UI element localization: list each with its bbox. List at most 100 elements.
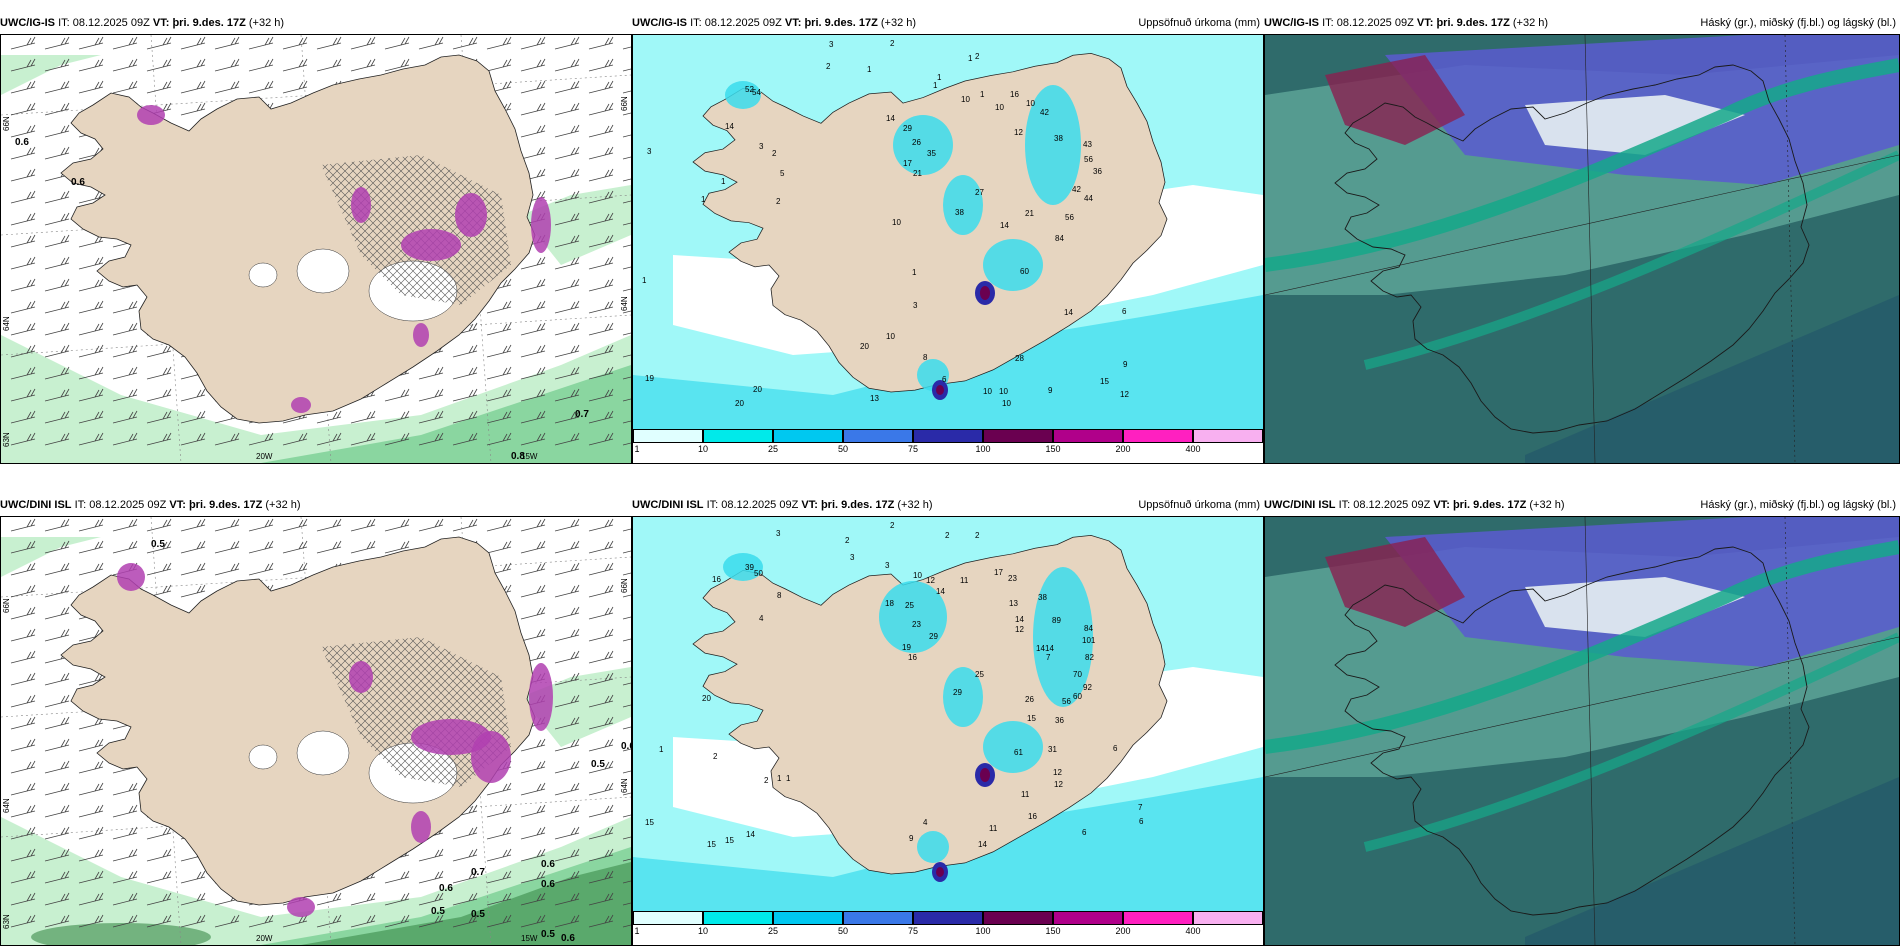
legend-color-box	[703, 911, 773, 925]
precip-value-label: 92	[1083, 683, 1092, 692]
lead-time: (+32 h)	[1529, 499, 1565, 511]
wind-speed-label: 0.6	[439, 883, 453, 894]
wind-barb-icon	[10, 256, 36, 270]
precip-value-label: 54	[752, 88, 761, 97]
wind-barb-icon	[146, 410, 172, 424]
wind-barb-icon	[248, 58, 274, 72]
precip-legend: 1 10 25 50 75 100 150 200 400	[633, 429, 1263, 454]
precip-hatch-area	[321, 155, 511, 305]
wind-barb-icon	[486, 300, 512, 314]
precip-value-label: 1	[867, 65, 872, 74]
wind-barb-icon	[10, 366, 36, 380]
wind-barb-icon	[588, 80, 614, 94]
it-label: IT:	[1338, 499, 1351, 511]
precip-cell	[893, 115, 953, 175]
precip-value-label: 14	[936, 587, 945, 596]
precip-value-label: 14	[978, 840, 987, 849]
precip-max-core	[936, 385, 944, 395]
wind-barb-icon	[10, 410, 36, 424]
precip-max-core	[936, 867, 944, 877]
wind-barb-icon	[554, 168, 580, 182]
wind-barb-icon	[146, 892, 172, 906]
wind-barb-icon	[554, 518, 580, 532]
wind-barb-icon	[520, 278, 546, 292]
wind-barb-icon	[44, 892, 70, 906]
legend-color-box	[633, 429, 703, 443]
wind-barb-icon	[554, 322, 580, 336]
wind-barb-icon	[10, 892, 36, 906]
wind-barb-icon	[44, 190, 70, 204]
precip-value-label: 2	[713, 752, 718, 761]
cloud-map	[1264, 34, 1900, 464]
precip-value-label: 21	[913, 169, 922, 178]
snow-blob	[531, 197, 551, 253]
axis-label: 66N	[620, 578, 629, 593]
wind-barb-icon	[486, 914, 512, 928]
precip-value-label: 12	[1120, 390, 1129, 399]
wind-barb-icon	[214, 562, 240, 576]
precip-value-label: 1	[937, 73, 942, 82]
wind-band-east	[521, 185, 631, 265]
wind-barb-icon	[418, 848, 444, 862]
wind-barb-icon	[10, 804, 36, 818]
wind-barb-icon	[588, 760, 614, 774]
cloud-white-area	[1525, 95, 1745, 155]
cloud-map-canvas	[1265, 517, 1899, 945]
panel-header: UWC/IG-IS IT: 08.12.2025 09Z VT: þri. 9.…	[1264, 12, 1900, 34]
axis-label: 66N	[2, 598, 11, 613]
wind-barb-icon	[248, 518, 274, 532]
legend-color-box	[1193, 911, 1263, 925]
precip-map: 3 2 3 2 2 2 3 10 12 14 11 17 23 38 13 14 12 14 14 7 89 84 101 8…	[632, 516, 1264, 946]
wind-barb-icon	[10, 738, 36, 752]
wind-barb-icon	[622, 814, 631, 818]
wind-barb-icon	[350, 410, 376, 424]
wind-barb-icon	[78, 738, 104, 752]
precip-value-label: 20	[860, 342, 869, 351]
wind-barb-icon	[282, 80, 308, 94]
axis-label: 15W	[521, 452, 538, 461]
glacier-hofsjokull	[248, 744, 278, 770]
wind-barb-icon	[44, 782, 70, 796]
precip-value-label: 16	[1028, 812, 1037, 821]
wind-barb-icon	[78, 388, 104, 402]
panel-cloud-ig-is: UWC/IG-IS IT: 08.12.2025 09Z VT: þri. 9.…	[1264, 12, 1900, 464]
wind-barb-icon	[10, 672, 36, 686]
wind-barb-icon	[622, 594, 631, 598]
wind-barb-icon	[180, 80, 206, 94]
wind-barb-icon	[248, 36, 274, 50]
axis-label: 64N	[620, 296, 629, 311]
wind-barb-icon	[622, 288, 631, 292]
wind-barb-icon	[282, 518, 308, 532]
wind-barb-icon	[520, 146, 546, 160]
precip-value-label: 2	[772, 149, 777, 158]
precip-value-label: 19	[902, 643, 911, 652]
wind-barb-icon	[44, 124, 70, 138]
wind-barb-icon	[10, 540, 36, 554]
graticule-lat	[1265, 154, 1899, 296]
wind-barb-icon	[622, 420, 631, 424]
vt-value: þri. 9.des. 17Z	[820, 499, 895, 511]
wind-barb-icon	[10, 694, 36, 708]
vt-value: þri. 9.des. 17Z	[172, 17, 246, 29]
wind-barb-icon	[418, 518, 444, 532]
it-value: 08.12.2025 09Z	[89, 499, 167, 511]
precip-value-label: 14	[1000, 221, 1009, 230]
wind-barb-icon	[44, 518, 70, 532]
legend-tick-label: 200	[1115, 926, 1131, 936]
low-cloud-streak	[1363, 632, 1899, 852]
wind-barb-icon	[214, 518, 240, 532]
wind-barb-icon	[622, 550, 631, 554]
wind-barb-icon	[588, 190, 614, 204]
wind-barb-icon	[588, 322, 614, 336]
precip-value-label: 20	[702, 694, 711, 703]
vt-label: VT:	[1416, 17, 1434, 29]
wind-barb-icon	[418, 410, 444, 424]
precip-value-label: 36	[1055, 716, 1064, 725]
cloud-map	[1264, 516, 1900, 946]
wind-barb-icon	[554, 694, 580, 708]
wind-barb-icon	[588, 168, 614, 182]
wind-barb-icon	[554, 672, 580, 686]
wind-barb-icon	[452, 36, 478, 50]
vt-label: VT:	[801, 499, 818, 511]
